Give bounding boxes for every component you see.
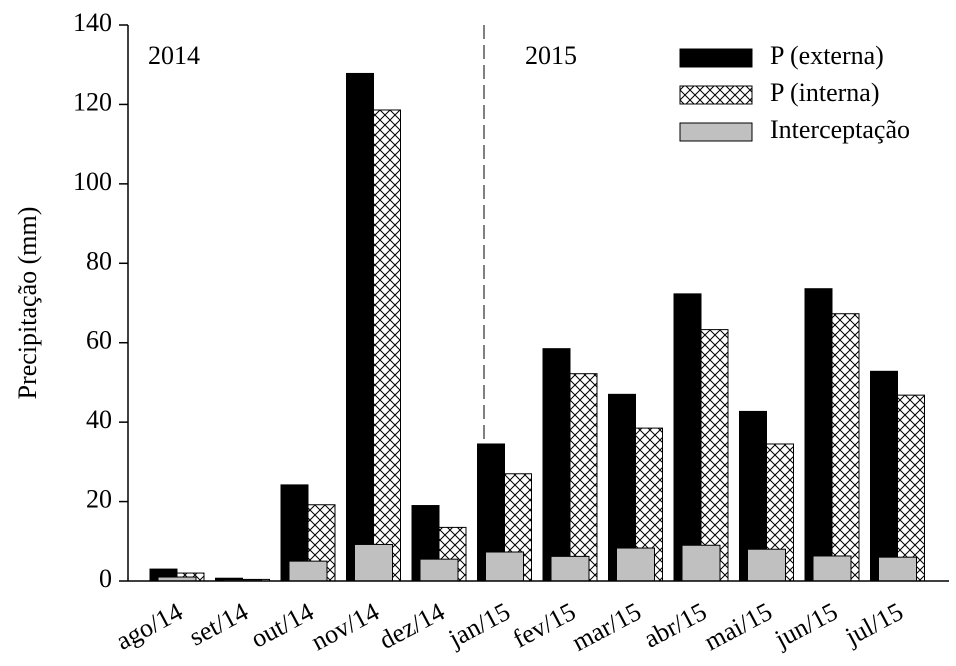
bar xyxy=(700,329,729,582)
legend-swatch xyxy=(679,85,753,105)
x-tick-label: jun/15 xyxy=(769,597,842,654)
x-tick-label: mai/15 xyxy=(699,597,776,657)
legend-swatch xyxy=(679,122,753,142)
x-tick-label: nov/14 xyxy=(306,597,383,657)
bar xyxy=(878,556,917,582)
bar xyxy=(346,72,374,582)
bar xyxy=(485,551,524,582)
bar xyxy=(681,544,721,582)
bar xyxy=(354,543,393,582)
y-tick-label: 0 xyxy=(99,564,112,593)
y-tick-label: 140 xyxy=(73,8,112,37)
bar xyxy=(419,558,459,582)
legend-label: P (interna) xyxy=(770,78,880,107)
bar xyxy=(616,547,655,582)
bar xyxy=(870,370,898,582)
x-tick-label: jul/15 xyxy=(840,597,908,652)
bar xyxy=(569,373,598,582)
y-axis-label: Precipitação (mm) xyxy=(13,207,42,400)
x-tick-label: dez/14 xyxy=(374,597,449,655)
y-tick-label: 20 xyxy=(86,485,112,514)
x-tick-label: fev/15 xyxy=(508,597,580,654)
x-tick-label: out/14 xyxy=(246,597,318,654)
bar xyxy=(550,555,590,582)
bar xyxy=(897,394,925,582)
x-tick-label: jan/15 xyxy=(443,597,515,654)
annotation: 2014 xyxy=(148,41,200,70)
x-tick-label: mar/15 xyxy=(567,597,646,657)
legend-label: P (externa) xyxy=(770,41,884,70)
bar xyxy=(542,348,571,582)
y-tick-label: 80 xyxy=(86,246,112,275)
bar xyxy=(373,109,401,582)
bar xyxy=(804,288,833,582)
bar xyxy=(831,313,860,582)
y-tick-label: 60 xyxy=(86,326,112,355)
y-tick-label: 120 xyxy=(73,87,112,116)
bar xyxy=(747,548,786,582)
legend-swatch xyxy=(679,48,753,68)
x-tick-label: ago/14 xyxy=(111,597,187,656)
y-tick-label: 40 xyxy=(86,405,112,434)
x-tick-label: abr/15 xyxy=(639,597,711,654)
bar xyxy=(288,560,328,582)
y-tick-label: 100 xyxy=(73,167,112,196)
annotation: 2015 xyxy=(525,41,577,70)
x-tick-label: set/14 xyxy=(184,597,252,652)
legend-label: Interceptação xyxy=(770,115,910,144)
bar xyxy=(673,293,702,582)
bar xyxy=(812,555,852,582)
